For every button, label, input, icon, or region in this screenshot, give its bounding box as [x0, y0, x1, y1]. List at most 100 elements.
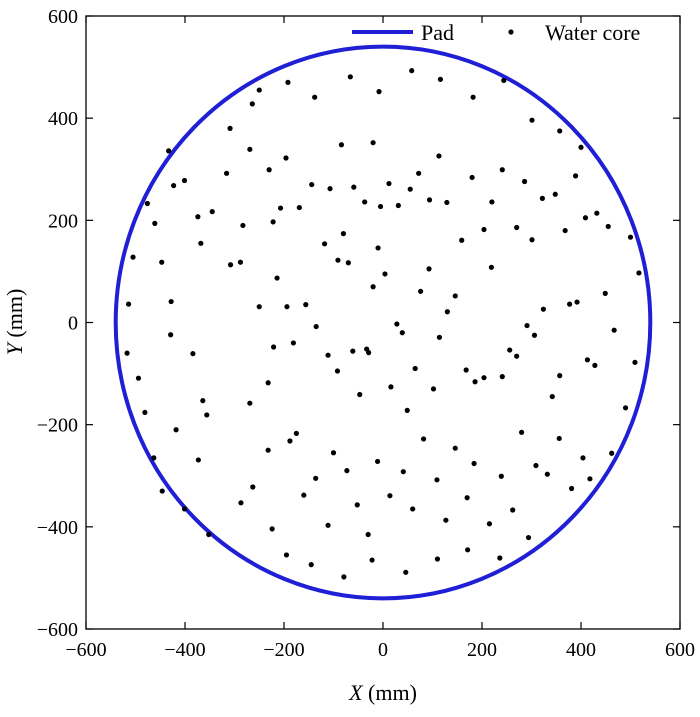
- water-core-point: [335, 257, 341, 263]
- water-core-point: [370, 284, 376, 290]
- y-axis-label: Y (mm): [2, 289, 27, 356]
- water-core-point: [499, 167, 505, 173]
- water-core-point: [407, 186, 413, 192]
- water-core-point: [338, 142, 345, 148]
- water-core-point: [592, 362, 598, 369]
- water-core-point: [507, 347, 513, 353]
- water-core-point: [452, 293, 458, 299]
- water-core-point: [605, 223, 611, 230]
- water-core-point: [556, 435, 562, 442]
- water-core-point: [418, 288, 424, 294]
- water-core-point: [465, 547, 471, 553]
- water-core-point: [227, 125, 233, 131]
- water-core-point: [521, 178, 528, 185]
- legend-pad-label: Pad: [421, 20, 454, 45]
- water-core-point: [366, 350, 372, 356]
- water-core-point: [200, 398, 206, 404]
- water-core-point: [557, 373, 563, 379]
- water-core-point: [463, 367, 469, 373]
- x-axis-var: X: [348, 680, 364, 705]
- water-core-point: [256, 87, 262, 93]
- water-core-point: [602, 290, 608, 296]
- x-tick-label: −200: [263, 639, 304, 661]
- water-core-point: [284, 304, 290, 310]
- water-core-point: [464, 495, 470, 501]
- water-core-point: [283, 552, 290, 558]
- y-axis-var: Y: [2, 340, 27, 355]
- water-core-point: [195, 214, 201, 220]
- water-core-point: [459, 237, 465, 243]
- x-tick-label: 600: [665, 639, 695, 661]
- water-core-point: [325, 352, 331, 358]
- pad-circle: [113, 44, 653, 601]
- water-core-point: [375, 245, 381, 251]
- water-core-point: [525, 534, 532, 541]
- x-tick-label: −400: [164, 639, 205, 661]
- x-axis-label: X (mm): [348, 680, 417, 705]
- water-core-point: [470, 94, 476, 100]
- water-core-point: [313, 475, 319, 481]
- water-core-point: [266, 167, 272, 173]
- water-core-point: [325, 522, 331, 528]
- water-core-point: [265, 380, 271, 386]
- water-core-point: [340, 231, 346, 237]
- water-core-point: [403, 569, 409, 575]
- water-core-point: [444, 309, 450, 315]
- water-core-point: [519, 429, 525, 435]
- water-core-point: [416, 170, 422, 176]
- water-core-point: [404, 407, 410, 413]
- water-core-point: [501, 77, 507, 83]
- water-core-point: [190, 351, 196, 357]
- water-core-point: [142, 409, 148, 416]
- legend: Pad Water core: [352, 20, 640, 45]
- water-core-point: [238, 500, 244, 506]
- water-core-point: [400, 469, 406, 475]
- water-core-point: [301, 492, 307, 498]
- water-core-point: [345, 260, 351, 266]
- water-core-point: [434, 556, 441, 562]
- water-core-point: [124, 350, 130, 356]
- water-core-point: [557, 128, 563, 134]
- water-core-point: [436, 153, 442, 159]
- water-core-point: [578, 144, 584, 150]
- water-core-point: [209, 209, 215, 215]
- water-core-point: [357, 391, 363, 398]
- x-tick-label: 0: [378, 639, 388, 661]
- water-core-point: [256, 304, 262, 310]
- water-core-point: [303, 302, 309, 308]
- water-core-point: [386, 180, 392, 187]
- water-core-point: [181, 506, 188, 512]
- water-core-point: [434, 477, 440, 483]
- water-core-point: [374, 458, 381, 465]
- water-core-point: [166, 148, 172, 154]
- y-tick-label: −400: [37, 517, 78, 539]
- plot-frame: [85, 15, 681, 630]
- water-core-point: [469, 174, 475, 181]
- water-core-point: [533, 462, 539, 469]
- water-core-point: [436, 334, 443, 340]
- water-core-point: [247, 146, 253, 152]
- water-core-point: [443, 517, 449, 523]
- water-core-point: [351, 184, 357, 190]
- water-core-point: [594, 210, 600, 216]
- water-core-point: [552, 191, 558, 197]
- water-core-point: [572, 173, 579, 179]
- water-core-point: [369, 557, 375, 563]
- water-core-point: [312, 94, 318, 100]
- water-core-point: [399, 330, 405, 336]
- water-core-point: [370, 140, 376, 146]
- water-core-point: [270, 219, 276, 225]
- water-core-point: [377, 203, 384, 210]
- legend-water-core-marker: [508, 29, 514, 35]
- water-core-point: [387, 493, 393, 499]
- water-core-point: [135, 375, 142, 381]
- water-core-point: [247, 400, 253, 406]
- water-core-point: [321, 241, 328, 247]
- water-core-point: [444, 199, 450, 206]
- water-core-point: [426, 197, 433, 203]
- water-core-point: [430, 386, 437, 392]
- water-core-point: [562, 227, 568, 234]
- water-core-point: [471, 460, 477, 467]
- water-core-point: [362, 199, 368, 205]
